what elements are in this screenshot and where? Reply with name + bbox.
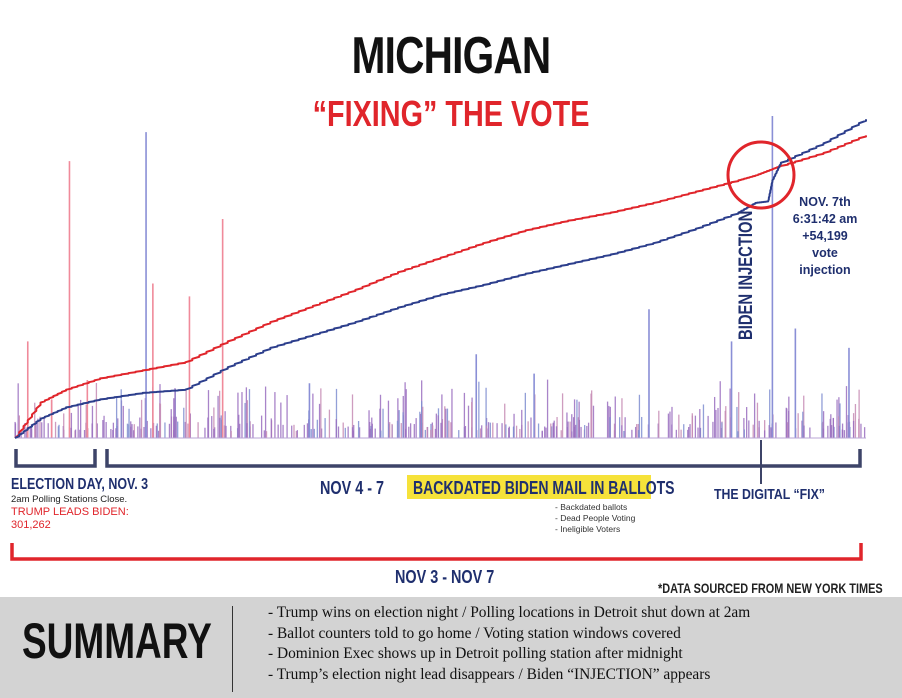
summary-divider	[232, 606, 233, 692]
summary-item: - Trump’s election night lead disappears…	[268, 665, 711, 683]
callout-line: 6:31:42 am	[792, 212, 858, 226]
summary-list: - Trump wins on election night / Polling…	[268, 603, 750, 685]
bracket-nov3-7	[10, 543, 863, 561]
trump-leads-value: 301,262	[11, 519, 51, 531]
callout-line: NOV. 7th	[799, 195, 851, 209]
polling-close-label: 2am Polling Stations Close.	[11, 494, 128, 505]
source-note: *DATA SOURCED FROM NEW YORK TIMES	[658, 580, 883, 596]
summary-item: - Dominion Exec shows up in Detroit poll…	[268, 645, 683, 663]
callout-line: +54,199 vote	[802, 229, 848, 260]
trump-leads-label: TRUMP LEADS BIDEN:	[11, 506, 129, 518]
series-line-trump	[14, 135, 867, 439]
vote-chart	[10, 116, 867, 561]
backdated-list: - Backdated ballots - Dead People Voting…	[555, 502, 635, 535]
backdated-item: - Dead People Voting	[555, 513, 636, 523]
summary-item: - Trump wins on election night / Polling…	[268, 604, 751, 621]
series-line-biden	[14, 119, 867, 439]
backdated-highlight: BACKDATED BIDEN MAIL IN BALLOTS	[407, 475, 675, 499]
bracket-election-day	[14, 449, 97, 468]
bracket-nov4-7	[105, 449, 862, 468]
summary-title: SUMMARY	[22, 613, 212, 669]
election-day-label: ELECTION DAY, NOV. 3	[11, 476, 149, 493]
chart-subtitle: “FIXING” THE VOTE	[312, 93, 590, 134]
injection-circle	[726, 140, 796, 210]
spike-bars	[14, 116, 866, 439]
series-lines	[14, 119, 867, 439]
digital-fix-label: THE DIGITAL “FIX”	[714, 486, 825, 503]
backdated-item: - Backdated ballots	[555, 502, 628, 512]
summary-item: - Ballot counters told to go home / Voti…	[268, 624, 681, 642]
backdated-label: BACKDATED BIDEN MAIL IN BALLOTS	[413, 478, 675, 498]
callout-line: injection	[799, 263, 851, 277]
backdated-item: - Ineligible Voters	[555, 524, 621, 534]
nov4-7-label: NOV 4 - 7	[320, 478, 385, 498]
injection-callout: NOV. 7th 6:31:42 am +54,199 vote injecti…	[788, 194, 862, 279]
range-label: NOV 3 - NOV 7	[395, 567, 495, 587]
biden-injection-label: BIDEN INJECTION	[736, 210, 757, 340]
chart-title: MICHIGAN	[351, 27, 552, 85]
summary-panel	[0, 597, 902, 698]
